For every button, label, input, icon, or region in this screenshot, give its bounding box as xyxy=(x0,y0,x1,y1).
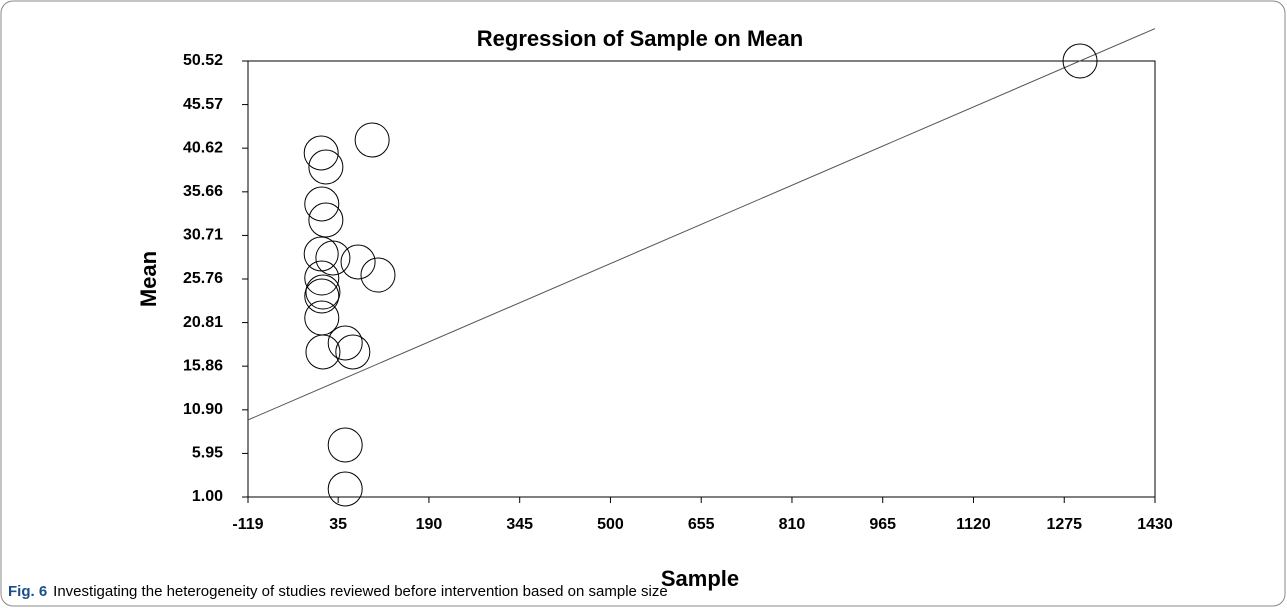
point xyxy=(308,202,344,238)
y-tick-label: 5.95 xyxy=(192,445,223,462)
point xyxy=(305,334,341,370)
point xyxy=(305,274,341,310)
point xyxy=(304,260,340,296)
x-tick-label: 500 xyxy=(597,516,624,533)
x-tick-label: 1430 xyxy=(1137,516,1173,533)
point xyxy=(308,149,344,185)
x-tick-label: 35 xyxy=(329,516,347,533)
point xyxy=(304,186,340,222)
y-tick-label: 30.71 xyxy=(183,227,223,244)
caption: Fig. 6 Investigating the heterogeneity of… xyxy=(8,583,668,600)
y-tick-label: 20.81 xyxy=(183,314,223,331)
y-tick-label: 50.52 xyxy=(183,52,223,69)
point xyxy=(315,240,351,276)
point xyxy=(327,427,363,463)
x-tick-label: 655 xyxy=(688,516,715,533)
point xyxy=(354,122,390,158)
y-tick-label: 1.00 xyxy=(192,488,223,505)
point xyxy=(303,236,339,272)
x-tick-label: 1275 xyxy=(1046,516,1082,533)
y-axis-label: Mean xyxy=(136,251,161,307)
point xyxy=(303,135,339,171)
x-axis-label: Sample xyxy=(661,566,739,591)
x-tick-label: 810 xyxy=(779,516,806,533)
chart-title: Regression of Sample on Mean xyxy=(477,26,803,51)
point xyxy=(360,257,396,293)
regression-line xyxy=(247,28,1156,421)
point xyxy=(327,471,363,507)
point xyxy=(1062,43,1098,79)
y-tick-label: 15.86 xyxy=(183,357,223,374)
point xyxy=(304,278,340,314)
caption-text: Investigating the heterogeneity of studi… xyxy=(53,583,668,600)
plot-frame xyxy=(247,60,1156,498)
point xyxy=(340,244,376,280)
y-tick-label: 25.76 xyxy=(183,270,223,287)
x-tick-label: 345 xyxy=(506,516,533,533)
y-tick-label: 40.62 xyxy=(183,139,223,156)
y-tick-label: 10.90 xyxy=(183,401,223,418)
x-tick-label: 190 xyxy=(416,516,443,533)
point xyxy=(327,325,363,361)
y-tick-label: 45.57 xyxy=(183,96,223,113)
caption-label: Fig. 6 xyxy=(8,583,47,600)
point xyxy=(335,334,371,370)
x-tick-label: 1120 xyxy=(956,516,991,533)
y-tick-label: 35.66 xyxy=(183,183,223,200)
x-tick-label: 965 xyxy=(869,516,896,533)
x-tick-label: -119 xyxy=(232,516,263,533)
